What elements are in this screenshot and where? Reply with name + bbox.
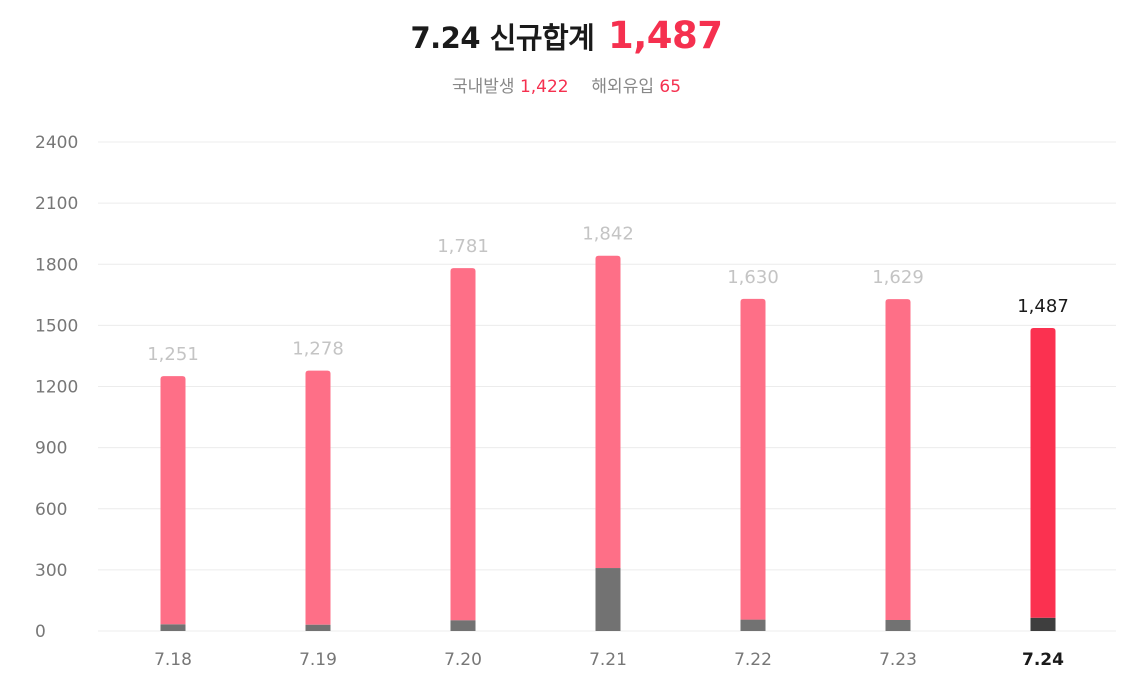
y-tick-label: 600	[35, 500, 67, 520]
x-tick-label: 7.19	[299, 650, 337, 670]
data-label: 1,842	[582, 224, 634, 245]
x-tick-label: 7.22	[734, 650, 772, 670]
data-label: 1,629	[872, 267, 924, 288]
bar-domestic	[595, 255, 621, 569]
bar-domestic	[160, 376, 186, 625]
y-tick-label: 1500	[35, 316, 78, 336]
y-tick-label: 0	[35, 622, 46, 642]
chart-title: 7.24 신규합계 1,487	[0, 14, 1133, 57]
data-label: 1,781	[437, 236, 489, 257]
domestic-value: 1,422	[519, 77, 569, 97]
bar-overseas	[305, 624, 331, 631]
x-tick-label: 7.20	[444, 650, 482, 670]
title-total: 1,487	[607, 14, 723, 57]
y-tick-label: 300	[35, 561, 67, 581]
bar-domestic	[305, 370, 331, 625]
bar-domestic	[450, 268, 476, 621]
x-tick-label: 7.23	[879, 650, 917, 670]
bar-overseas	[450, 620, 476, 631]
data-label: 1,487	[1017, 296, 1069, 317]
y-tick-label: 2400	[35, 133, 78, 153]
y-tick-label: 900	[35, 439, 67, 459]
bar-overseas	[740, 619, 766, 631]
x-tick-label: 7.24	[1022, 650, 1064, 670]
bar-overseas	[160, 624, 186, 631]
bar-overseas	[1030, 617, 1056, 631]
data-label: 1,251	[147, 344, 199, 365]
bar-domestic	[1030, 328, 1056, 618]
bar-domestic	[885, 299, 911, 620]
x-tick-label: 7.21	[589, 650, 627, 670]
overseas-value: 65	[659, 77, 682, 97]
data-label: 1,630	[727, 267, 779, 288]
x-tick-label: 7.18	[154, 650, 192, 670]
overseas-label: 해외유입	[591, 77, 654, 97]
y-tick-label: 1800	[35, 255, 78, 275]
title-date: 7.24	[410, 21, 481, 55]
bar-domestic	[740, 298, 766, 620]
bar-overseas	[595, 568, 621, 631]
data-label: 1,278	[292, 339, 344, 360]
chart-subtitle: 국내발생 1,422 해외유입 65	[0, 72, 1133, 97]
title-text: 신규합계	[489, 21, 595, 55]
domestic-label: 국내발생	[451, 77, 515, 97]
y-tick-label: 1200	[35, 378, 78, 398]
y-tick-label: 2100	[35, 194, 78, 214]
bar-overseas	[885, 619, 911, 631]
